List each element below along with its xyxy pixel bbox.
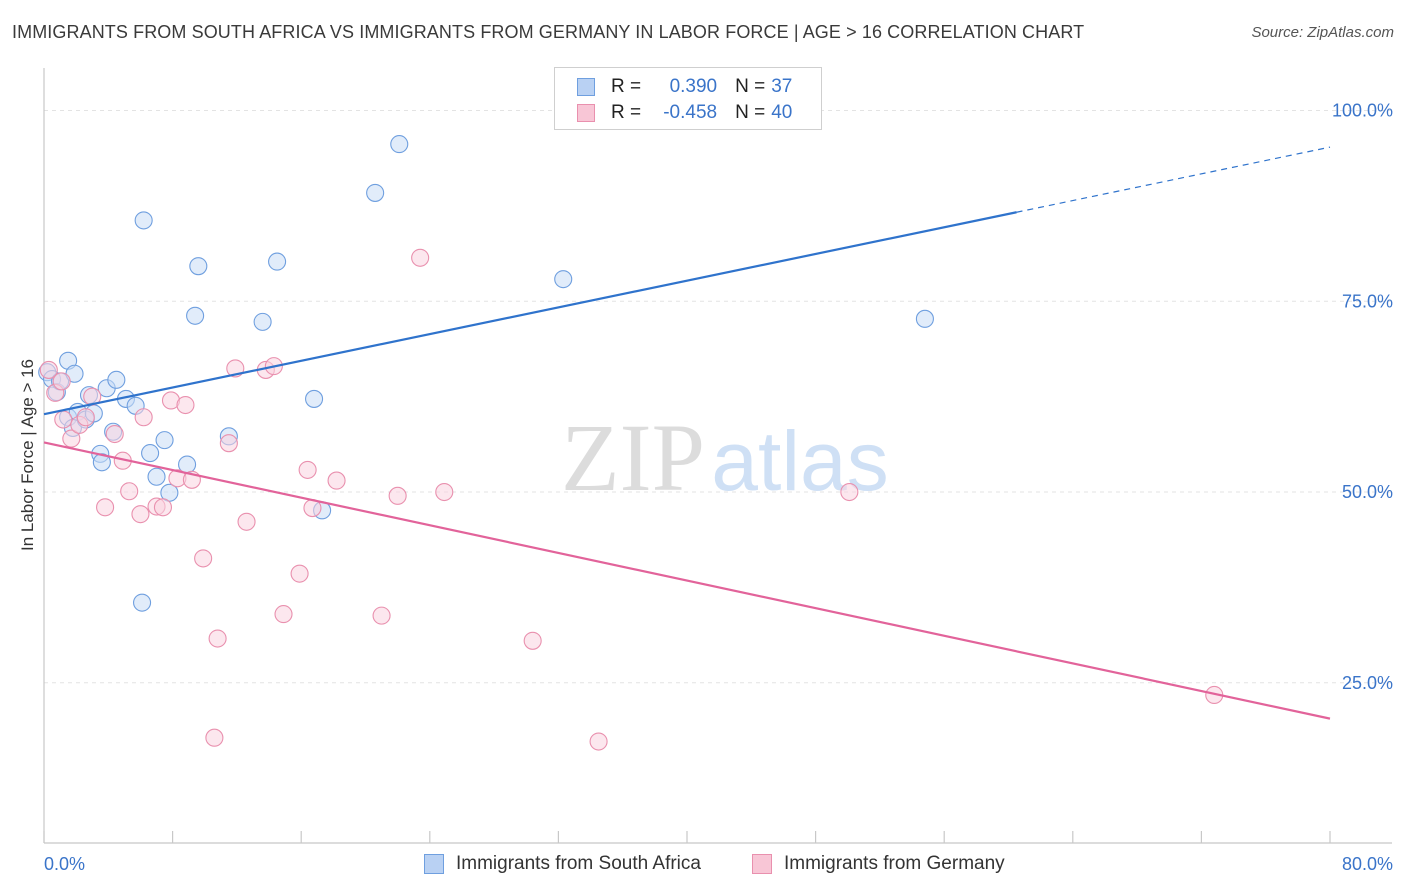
- germany-trend-line: [43, 441, 1331, 720]
- south-africa-point: [305, 389, 324, 408]
- south-africa-point: [268, 252, 287, 271]
- y-tick-label: 25.0%: [1342, 673, 1393, 693]
- tick-labels: 25.0% 50.0% 75.0% 100.0% 0.0% 80.0%: [44, 101, 1393, 874]
- germany-point: [523, 631, 542, 650]
- south-africa-point: [155, 431, 174, 450]
- south-africa-point: [134, 211, 153, 230]
- watermark-atlas: atlas: [711, 414, 888, 508]
- gridlines: [44, 110, 1392, 684]
- germany-point: [52, 372, 71, 391]
- south-africa-swatch: [577, 78, 595, 96]
- germany-point: [840, 482, 859, 502]
- germany-point: [105, 424, 124, 444]
- n-value: 37: [771, 76, 793, 97]
- trend-lines: [43, 146, 1331, 720]
- germany-point: [298, 460, 317, 479]
- south-africa-point: [554, 270, 573, 289]
- germany-swatch: [577, 104, 595, 122]
- germany-point: [327, 471, 346, 490]
- germany-point: [237, 512, 256, 531]
- n-value: 40: [771, 102, 793, 123]
- axes: [43, 68, 1392, 844]
- germany-point: [62, 429, 81, 448]
- x-tick-label: 80.0%: [1342, 854, 1393, 874]
- germany-point: [39, 360, 58, 379]
- south-africa-point: [107, 370, 126, 389]
- germany-point: [388, 486, 407, 505]
- watermark-zip: ZIP: [561, 404, 705, 511]
- germany-point: [134, 408, 153, 427]
- data-points: [38, 135, 1224, 751]
- south-africa-point: [253, 312, 272, 331]
- germany-point: [176, 395, 195, 415]
- germany-point: [120, 482, 139, 501]
- stats-legend: R = 0.390 N = 37 R = -0.458 N = 40: [554, 67, 822, 130]
- stats-row-south-africa: R = 0.390 N = 37: [577, 75, 792, 99]
- n-label: N =: [735, 102, 766, 123]
- n-label: N =: [735, 76, 766, 97]
- r-value: 0.390: [669, 76, 718, 97]
- germany-legend-label: Immigrants from Germany: [784, 853, 1005, 874]
- y-tick-label: 100.0%: [1332, 101, 1393, 121]
- germany-point: [274, 605, 293, 624]
- y-axis-label: In Labor Force | Age > 16: [18, 358, 37, 552]
- germany-point: [54, 410, 73, 429]
- south-africa-point: [189, 257, 208, 276]
- germany-point: [589, 732, 608, 751]
- south-africa-point: [366, 183, 385, 202]
- germany-point: [205, 728, 224, 747]
- germany-point: [153, 498, 173, 517]
- r-label: R =: [611, 76, 642, 97]
- watermark: ZIP atlas: [561, 404, 889, 511]
- r-label: R =: [611, 102, 642, 123]
- legend-item-germany: Immigrants from Germany: [752, 851, 1005, 877]
- south-africa-point: [915, 309, 934, 328]
- germany-point: [96, 498, 115, 517]
- germany-point: [290, 564, 309, 583]
- south-africa-point: [390, 135, 409, 154]
- r-value: -0.458: [663, 102, 718, 123]
- germany-point: [76, 408, 95, 427]
- germany-point: [194, 549, 213, 568]
- germany-point: [372, 606, 391, 625]
- germany-point: [435, 482, 454, 502]
- x-tick-label: 0.0%: [44, 854, 85, 874]
- germany-point: [411, 248, 430, 267]
- south-africa-point: [141, 444, 160, 463]
- south-africa-point: [147, 467, 166, 486]
- germany-point: [219, 434, 238, 453]
- south-africa-legend-swatch: [424, 854, 444, 874]
- chart-title: IMMIGRANTS FROM SOUTH AFRICA VS IMMIGRAN…: [12, 22, 1085, 42]
- south-africa-trend-line: [43, 211, 1017, 416]
- y-tick-label: 75.0%: [1342, 291, 1393, 311]
- source-credit: Source: ZipAtlas.com: [1251, 24, 1394, 41]
- y-tick-label: 50.0%: [1342, 482, 1393, 502]
- germany-point: [208, 629, 227, 648]
- south-africa-legend-label: Immigrants from South Africa: [456, 853, 701, 874]
- germany-point: [131, 505, 150, 524]
- south-africa-point: [133, 593, 152, 612]
- stats-row-germany: R = -0.458 N = 40: [577, 101, 792, 125]
- legend-item-south-africa: Immigrants from South Africa: [424, 851, 701, 877]
- south-africa-point: [186, 306, 205, 325]
- germany-legend-swatch: [752, 854, 772, 874]
- south-africa-trend-extension: [1016, 146, 1331, 213]
